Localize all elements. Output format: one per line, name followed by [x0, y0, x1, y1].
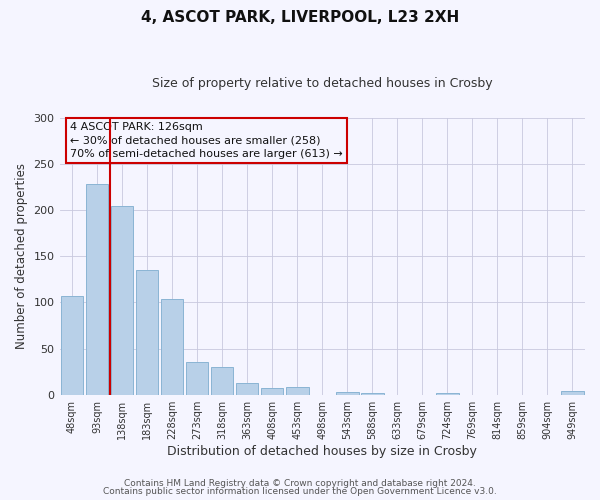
Bar [361, 393, 383, 394]
Title: Size of property relative to detached houses in Crosby: Size of property relative to detached ho… [152, 78, 493, 90]
Text: Contains HM Land Registry data © Crown copyright and database right 2024.: Contains HM Land Registry data © Crown c… [124, 478, 476, 488]
Text: 4 ASCOT PARK: 126sqm
← 30% of detached houses are smaller (258)
70% of semi-deta: 4 ASCOT PARK: 126sqm ← 30% of detached h… [70, 122, 343, 158]
Bar [286, 388, 308, 394]
Bar [86, 184, 109, 394]
Bar [236, 382, 259, 394]
Bar [211, 367, 233, 394]
X-axis label: Distribution of detached houses by size in Crosby: Distribution of detached houses by size … [167, 444, 477, 458]
Y-axis label: Number of detached properties: Number of detached properties [15, 164, 28, 350]
Bar [561, 391, 584, 394]
Bar [161, 299, 184, 394]
Bar [111, 206, 133, 394]
Text: 4, ASCOT PARK, LIVERPOOL, L23 2XH: 4, ASCOT PARK, LIVERPOOL, L23 2XH [141, 10, 459, 25]
Bar [336, 392, 359, 394]
Text: Contains public sector information licensed under the Open Government Licence v3: Contains public sector information licen… [103, 487, 497, 496]
Bar [436, 393, 458, 394]
Bar [61, 296, 83, 394]
Bar [186, 362, 208, 394]
Bar [136, 270, 158, 394]
Bar [261, 388, 283, 394]
